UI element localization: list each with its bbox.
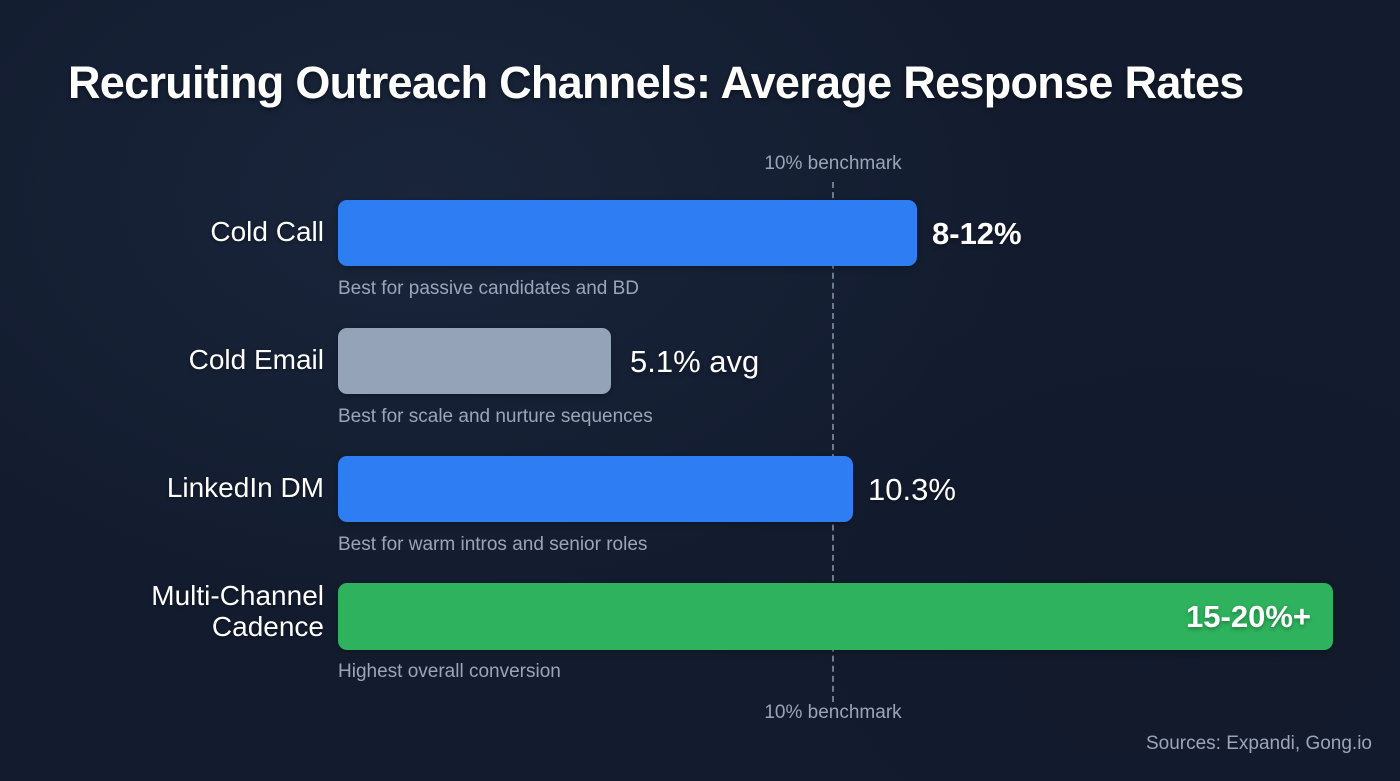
bar-value-linkedin-dm: 10.3%: [868, 472, 956, 507]
benchmark-label-bottom: 10% benchmark: [764, 702, 902, 723]
page-title: Recruiting Outreach Channels: Average Re…: [68, 57, 1244, 108]
bar-note-multi-channel: Highest overall conversion: [338, 661, 561, 682]
bar-label-cold-call: Cold Call: [210, 216, 324, 247]
bar-cold-call: [338, 200, 917, 266]
bar-note-cold-call: Best for passive candidates and BD: [338, 278, 640, 299]
bar-value-cold-email: 5.1% avg: [630, 344, 760, 379]
bar-value-cold-call: 8-12%: [932, 216, 1022, 251]
bar-note-cold-email: Best for scale and nurture sequences: [338, 406, 653, 427]
bar-cold-email: [338, 328, 611, 394]
bar-label-linkedin-dm: LinkedIn DM: [166, 472, 324, 503]
bar-note-linkedin-dm: Best for warm intros and senior roles: [338, 534, 648, 555]
sources-caption: Sources: Expandi, Gong.io: [1145, 733, 1372, 754]
bar-multi-channel: 15-20%+: [338, 583, 1333, 650]
bar-label-cold-email: Cold Email: [188, 344, 324, 375]
bar-linkedin-dm: [338, 456, 853, 522]
benchmark-label-top: 10% benchmark: [764, 153, 902, 174]
bar-label-multi-channel: Multi-Channel Cadence: [151, 580, 324, 643]
benchmark-reference-line: [832, 182, 834, 702]
bar-value-multi-channel: 15-20%+: [1186, 598, 1311, 634]
